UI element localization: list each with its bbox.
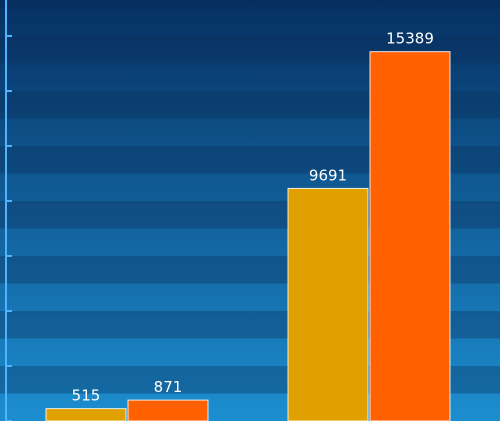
bar-series-2-group-2	[369, 51, 451, 421]
y-axis-ticks	[6, 35, 12, 421]
data-label-series-2-group-2: 15389	[386, 30, 434, 48]
data-label-series-1-group-1: 515	[72, 387, 101, 405]
bar-series-1-group-1	[45, 408, 127, 421]
data-label-series-1-group-2: 9691	[309, 166, 347, 184]
data-label-series-2-group-1: 871	[154, 378, 183, 396]
bar-series-1-group-2	[287, 187, 369, 421]
bars-group	[45, 51, 451, 421]
grid-stripe	[0, 0, 500, 9]
data-labels-group: 515 871 9691 15389	[72, 30, 434, 405]
bar-series-2-group-1	[127, 399, 209, 421]
